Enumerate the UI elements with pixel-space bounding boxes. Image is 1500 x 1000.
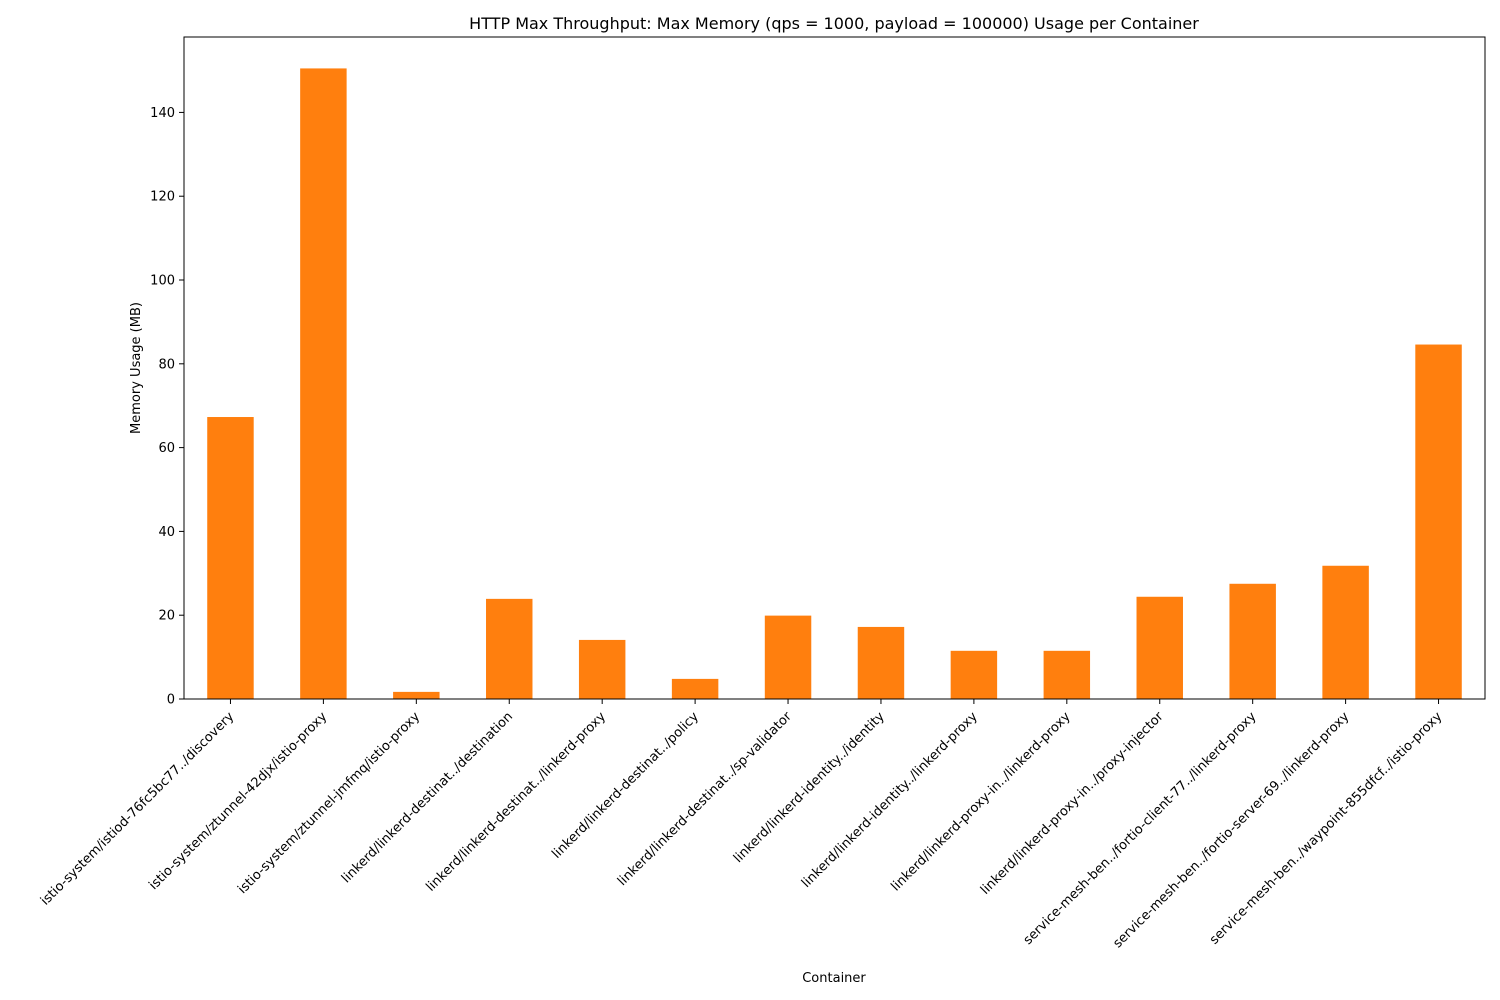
bars-layer bbox=[207, 68, 1462, 699]
y-tick-label: 0 bbox=[167, 693, 175, 708]
chart-title: HTTP Max Throughput: Max Memory (qps = 1… bbox=[469, 14, 1199, 33]
bar bbox=[950, 650, 998, 699]
y-tick-label: 140 bbox=[150, 106, 175, 121]
x-tick-label: linkerd/linkerd-identity../linkerd-proxy bbox=[799, 709, 981, 891]
bar bbox=[1322, 565, 1369, 699]
x-tick-label: linkerd/linkerd-destinat../linkerd-proxy bbox=[423, 709, 609, 895]
y-axis: 0 20 40 60 80 100 120 140 bbox=[150, 106, 184, 708]
bar bbox=[1136, 596, 1183, 699]
x-tick-label: linkerd/linkerd-destinat../policy bbox=[549, 709, 702, 862]
y-tick-label: 40 bbox=[158, 525, 175, 540]
bar bbox=[671, 678, 719, 699]
y-tick-label: 20 bbox=[158, 609, 175, 624]
bar bbox=[764, 615, 812, 699]
x-tick-label: linkerd/linkerd-identity../identity bbox=[731, 709, 888, 866]
x-tick-label: linkerd/linkerd-proxy-in../proxy-injecto… bbox=[978, 709, 1167, 898]
x-axis: istio-system/istiod-76fc5bc77../discover… bbox=[38, 699, 1446, 951]
x-tick-label: linkerd/linkerd-destinat../destination bbox=[339, 709, 516, 886]
y-axis-label: Memory Usage (MB) bbox=[129, 302, 144, 434]
plot-area-frame bbox=[183, 36, 1486, 700]
y-tick-label: 120 bbox=[150, 190, 175, 205]
x-tick-label: istio-system/ztunnel-jmfmq/istio-proxy bbox=[235, 709, 423, 897]
x-tick-label: istio-system/ztunnel-42djx/istio-proxy bbox=[146, 709, 330, 893]
bar bbox=[578, 639, 626, 699]
bar bbox=[1043, 650, 1091, 699]
bar bbox=[1415, 344, 1462, 699]
bar bbox=[857, 626, 905, 699]
y-tick-label: 100 bbox=[150, 274, 175, 289]
x-tick-label: istio-system/istiod-76fc5bc77../discover… bbox=[38, 709, 238, 909]
bar bbox=[207, 417, 254, 699]
x-axis-label: Container bbox=[802, 971, 866, 986]
bar bbox=[1229, 583, 1276, 699]
bar bbox=[300, 68, 347, 699]
x-tick-label: linkerd/linkerd-proxy-in../linkerd-proxy bbox=[888, 709, 1073, 894]
y-tick-label: 80 bbox=[158, 357, 175, 372]
bar bbox=[393, 691, 440, 699]
y-tick-label: 60 bbox=[158, 441, 175, 456]
x-tick-label: linkerd/linkerd-destinat../sp-validator bbox=[615, 709, 795, 889]
bar bbox=[486, 598, 533, 699]
